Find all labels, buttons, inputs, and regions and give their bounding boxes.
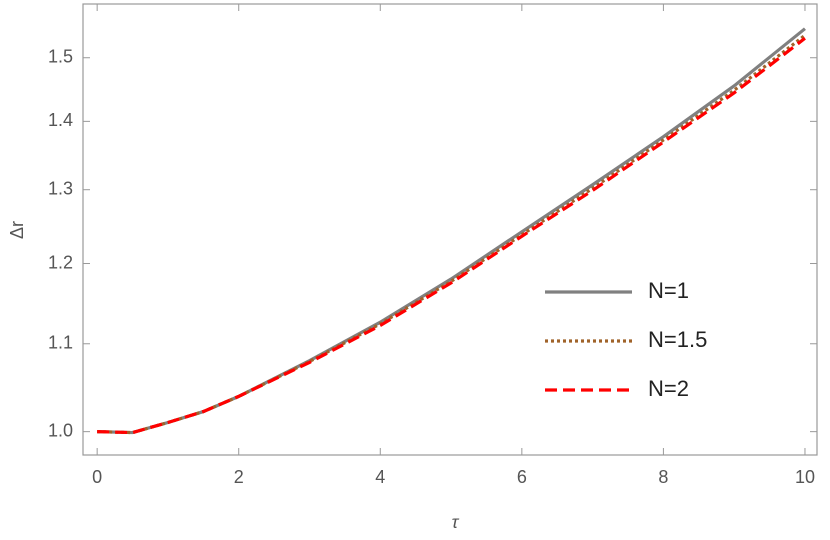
y-tick-label: 1.1 — [48, 333, 73, 353]
series-line — [97, 33, 806, 435]
x-tick-label: 8 — [658, 467, 668, 487]
y-tick-label: 1.4 — [48, 110, 73, 130]
plot-frame — [82, 3, 818, 456]
legend-label: N=1.5 — [648, 327, 707, 352]
series-line — [97, 37, 806, 435]
x-axis-label: τ — [452, 512, 460, 532]
x-tick-label: 0 — [92, 467, 102, 487]
x-tick-label: 10 — [795, 467, 815, 487]
y-axis-label: Δr — [7, 221, 27, 239]
x-tick-label: 4 — [375, 467, 385, 487]
series-line — [97, 27, 806, 435]
legend-label: N=2 — [648, 376, 689, 401]
x-tick-label: 2 — [234, 467, 244, 487]
y-tick-label: 1.5 — [48, 46, 73, 66]
y-tick-label: 1.3 — [48, 178, 73, 198]
y-tick-label: 1.2 — [48, 252, 73, 272]
legend-label: N=1 — [648, 278, 689, 303]
y-tick-label: 1.0 — [48, 420, 73, 440]
x-tick-label: 6 — [517, 467, 527, 487]
